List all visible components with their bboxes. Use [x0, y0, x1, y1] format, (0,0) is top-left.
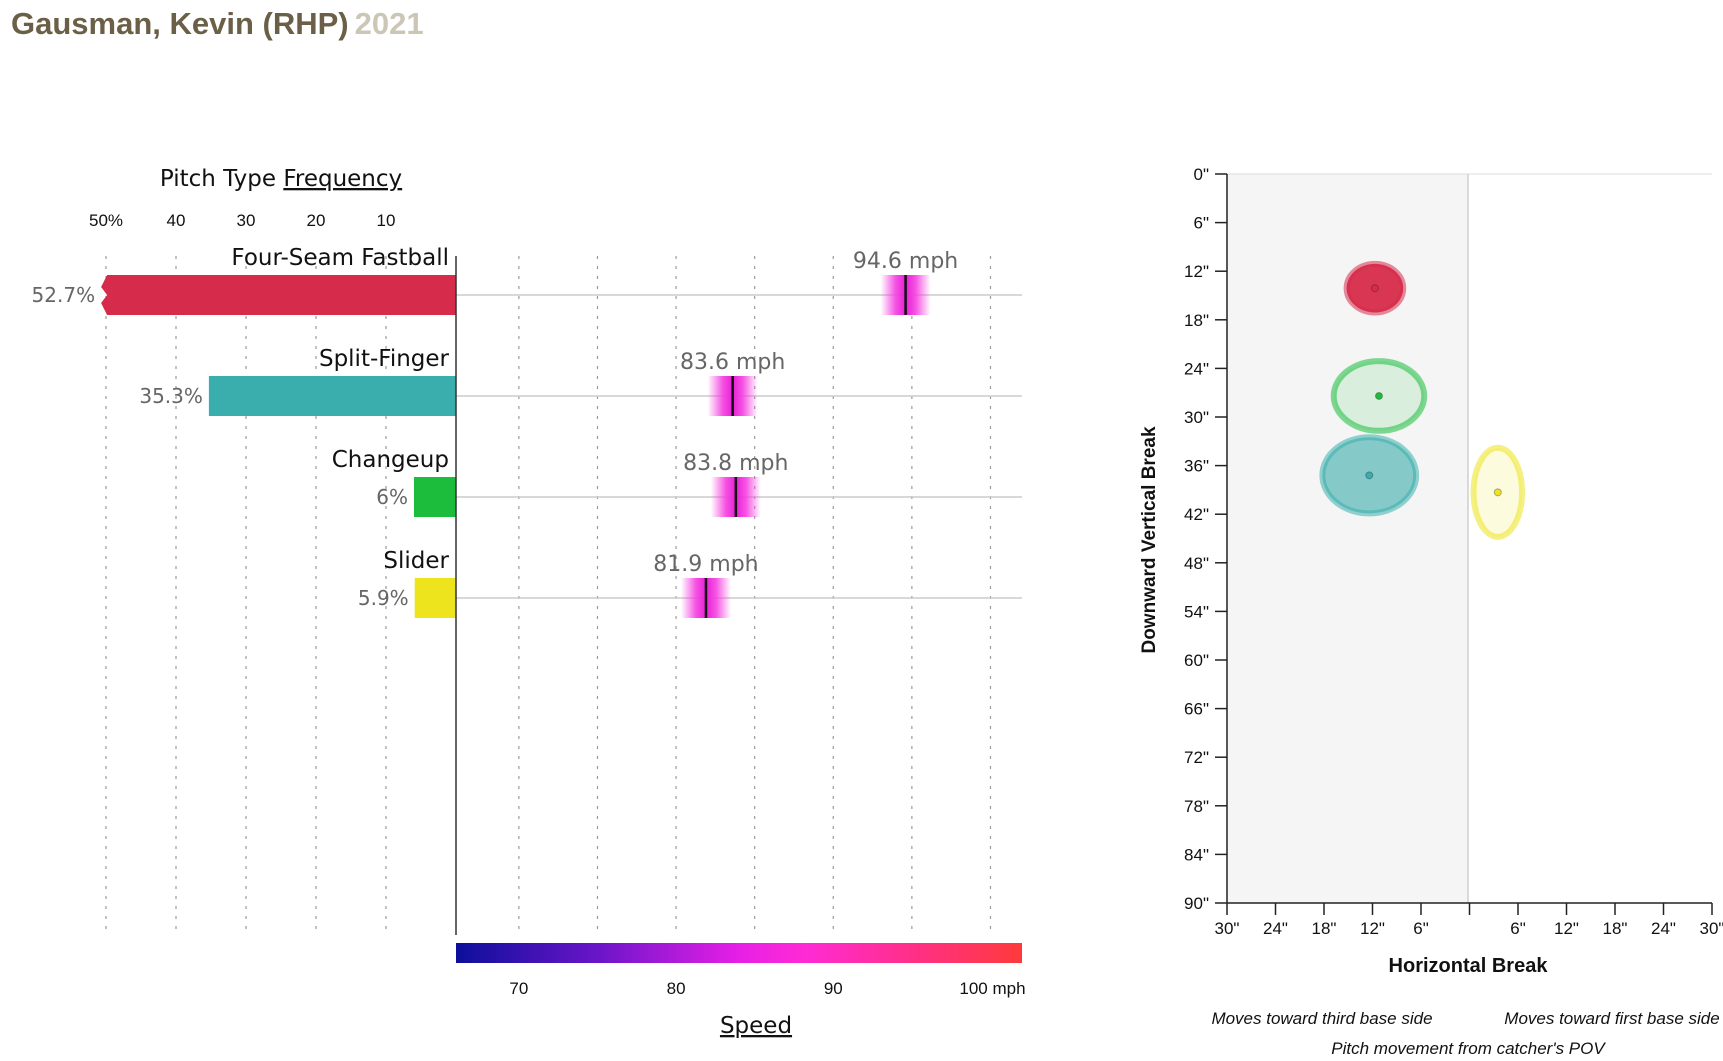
speed-value-label: 83.8 mph	[683, 451, 788, 476]
movement-four-seam-fastball[interactable]	[1343, 260, 1407, 316]
pitch-row-four-seam-fastball: 52.7% Four-Seam Fastball 94.6 mph	[32, 245, 1022, 315]
frequency-bar-four-seam-fastball[interactable]	[101, 275, 456, 315]
pitch-row-changeup: 6% Changeup 83.8 mph	[332, 447, 1022, 517]
speed-tick-label: 90	[824, 979, 843, 998]
y-tick-label: 24"	[1184, 359, 1209, 378]
pitch-type-label: Changeup	[332, 447, 449, 473]
frequency-link[interactable]: Frequency	[283, 166, 402, 192]
caption-catcher-pov: Pitch movement from catcher's POV	[1331, 1039, 1606, 1058]
x-tick-label: 18"	[1603, 919, 1628, 938]
x-tick-label: 6"	[1510, 919, 1526, 938]
y-tick-label: 6"	[1194, 214, 1210, 233]
y-tick-label: 72"	[1184, 748, 1209, 767]
speed-tick-label: 80	[667, 979, 686, 998]
frequency-tick-label: 20	[307, 211, 326, 230]
speed-tick-label: 70	[509, 979, 528, 998]
frequency-value-label: 35.3%	[139, 384, 203, 408]
x-tick-label: 24"	[1651, 919, 1676, 938]
pitcher-name: Gausman, Kevin (RHP)	[11, 6, 349, 41]
season-year: 2021	[354, 6, 424, 41]
y-tick-label: 90"	[1184, 894, 1209, 913]
y-tick-label: 12"	[1184, 262, 1209, 281]
movement-mean-point	[1370, 284, 1379, 293]
frequency-bar-changeup[interactable]	[414, 477, 456, 517]
caption-third-base: Moves toward third base side	[1211, 1009, 1432, 1028]
speed-tick-label: 100 mph	[959, 979, 1025, 998]
x-tick-label: 6"	[1413, 919, 1429, 938]
movement-chart: 0" 6" 12" 18" 24" 30" 36" 42" 48" 54" 60" 66" 72" 78"…	[1139, 165, 1723, 1058]
movement-ellipses	[1319, 260, 1526, 540]
pitch-type-label: Four-Seam Fastball	[231, 245, 449, 271]
pitch-row-split-finger: 35.3% Split-Finger 83.6 mph	[139, 346, 1022, 416]
x-tick-label: 18"	[1312, 919, 1337, 938]
frequency-value-label: 52.7%	[32, 283, 96, 307]
frequency-axis: 50% 40 30 20 10	[89, 211, 395, 935]
y-tick-label: 84"	[1184, 845, 1209, 864]
y-tick-label: 36"	[1184, 457, 1209, 476]
pitch-row-slider: 5.9% Slider 81.9 mph	[358, 548, 1022, 618]
movement-y-title: Downward Vertical Break	[1139, 426, 1160, 653]
y-tick-label: 42"	[1184, 505, 1209, 524]
frequency-tick-label: 40	[167, 211, 186, 230]
speed-value-label: 81.9 mph	[653, 552, 758, 577]
pitch-type-label: Split-Finger	[319, 346, 450, 372]
x-tick-label: 24"	[1263, 919, 1288, 938]
speed-value-label: 94.6 mph	[853, 249, 958, 274]
x-tick-label: 30"	[1215, 919, 1240, 938]
movement-mean-point	[1365, 471, 1374, 480]
y-tick-label: 48"	[1184, 554, 1209, 573]
pitch-rows: 52.7% Four-Seam Fastball 94.6 mph 35.3% Spli…	[32, 245, 1022, 618]
movement-x-title: Horizontal Break	[1389, 955, 1549, 977]
movement-changeup[interactable]	[1330, 358, 1428, 434]
speed-value-label: 83.6 mph	[680, 350, 785, 375]
x-tick-label: 12"	[1554, 919, 1579, 938]
caption-first-base: Moves toward first base side	[1504, 1009, 1719, 1028]
frequency-title-prefix: Pitch Type	[160, 166, 283, 192]
frequency-value-label: 6%	[376, 485, 408, 509]
y-tick-label: 30"	[1184, 408, 1209, 427]
frequency-chart-title: Pitch Type Frequency	[160, 166, 402, 192]
frequency-tick-label: 50%	[89, 211, 123, 230]
frequency-tick-label: 30	[237, 211, 256, 230]
frequency-value-label: 5.9%	[358, 586, 409, 610]
x-tick-label: 30"	[1700, 919, 1723, 938]
movement-mean-point	[1374, 391, 1383, 400]
y-tick-label: 60"	[1184, 651, 1209, 670]
frequency-bar-split-finger[interactable]	[208, 376, 456, 416]
movement-y-ticks: 0" 6" 12" 18" 24" 30" 36" 42" 48" 54" 60" 66" 72" 78"…	[1184, 165, 1227, 913]
movement-split-finger[interactable]	[1319, 434, 1420, 517]
speed-axis-title[interactable]: Speed	[720, 1013, 792, 1039]
pitch-type-label: Slider	[383, 548, 449, 574]
y-tick-label: 78"	[1184, 797, 1209, 816]
y-tick-label: 18"	[1184, 311, 1209, 330]
x-tick-label: 12"	[1360, 919, 1385, 938]
movement-mean-point	[1493, 488, 1502, 497]
frequency-tick-label: 10	[377, 211, 396, 230]
frequency-bar-slider[interactable]	[414, 578, 456, 618]
y-tick-label: 66"	[1184, 700, 1209, 719]
y-tick-label: 0"	[1194, 165, 1210, 184]
movement-slider[interactable]	[1470, 444, 1526, 540]
y-tick-label: 54"	[1184, 602, 1209, 621]
speed-color-scale	[456, 943, 1022, 963]
speed-axis-ticks: 70 80 90 100 mph	[509, 979, 1025, 998]
page-title: Gausman, Kevin (RHP) 2021	[11, 6, 424, 42]
movement-x-ticks: 30" 24" 18" 12" 6" 6" 12" 18" 24" 30"	[1215, 903, 1723, 938]
